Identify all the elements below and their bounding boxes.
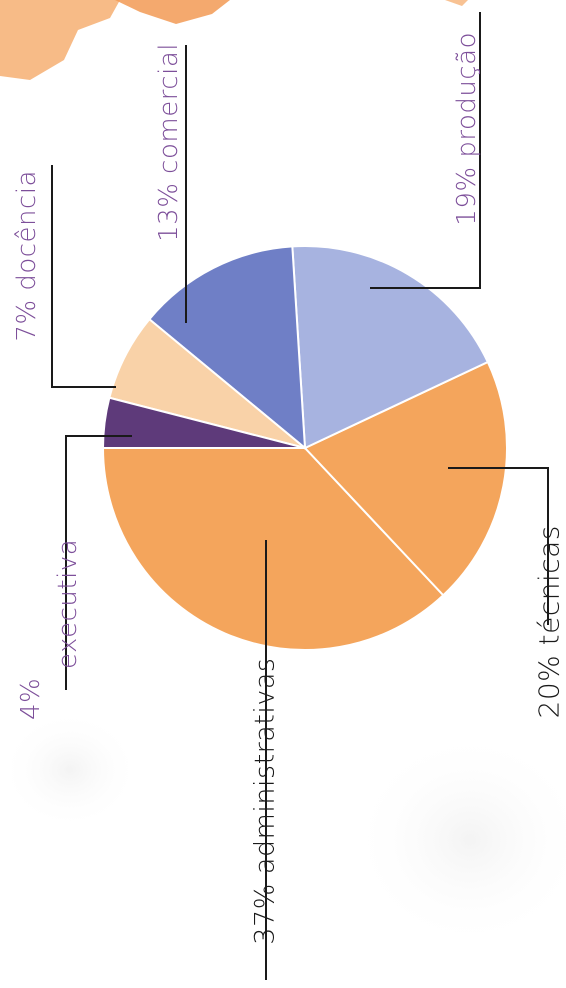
slice-label-executiva-percent: 4% bbox=[16, 677, 46, 720]
pie-slice-tecnicas bbox=[303, 360, 508, 597]
leader-line-producao bbox=[370, 12, 481, 289]
leader-line-docencia bbox=[51, 165, 116, 388]
decorative-orange-shapes bbox=[0, 0, 468, 80]
leader-line-tecnicas bbox=[448, 467, 549, 625]
slice-label-administrativas: 37% administrativas bbox=[249, 657, 281, 945]
slice-label-tecnicas: 20% técnicas bbox=[532, 525, 566, 719]
leader-lines bbox=[51, 12, 549, 980]
pie-slice-producao bbox=[291, 245, 490, 450]
decorative-soft-blobs bbox=[0, 710, 566, 950]
slice-label-executiva-name: executiva bbox=[53, 538, 83, 669]
pie-slice-administrativas bbox=[101, 447, 445, 651]
slice-label-producao: 19% produção bbox=[452, 32, 482, 226]
leader-line-executiva bbox=[65, 435, 132, 690]
slice-label-docencia: 7% docência bbox=[12, 170, 42, 342]
pie-slice-comercial bbox=[147, 245, 307, 451]
pie-slice-executiva bbox=[101, 396, 306, 449]
pie-chart bbox=[101, 245, 508, 651]
slice-label-comercial: 13% comercial bbox=[154, 43, 184, 242]
